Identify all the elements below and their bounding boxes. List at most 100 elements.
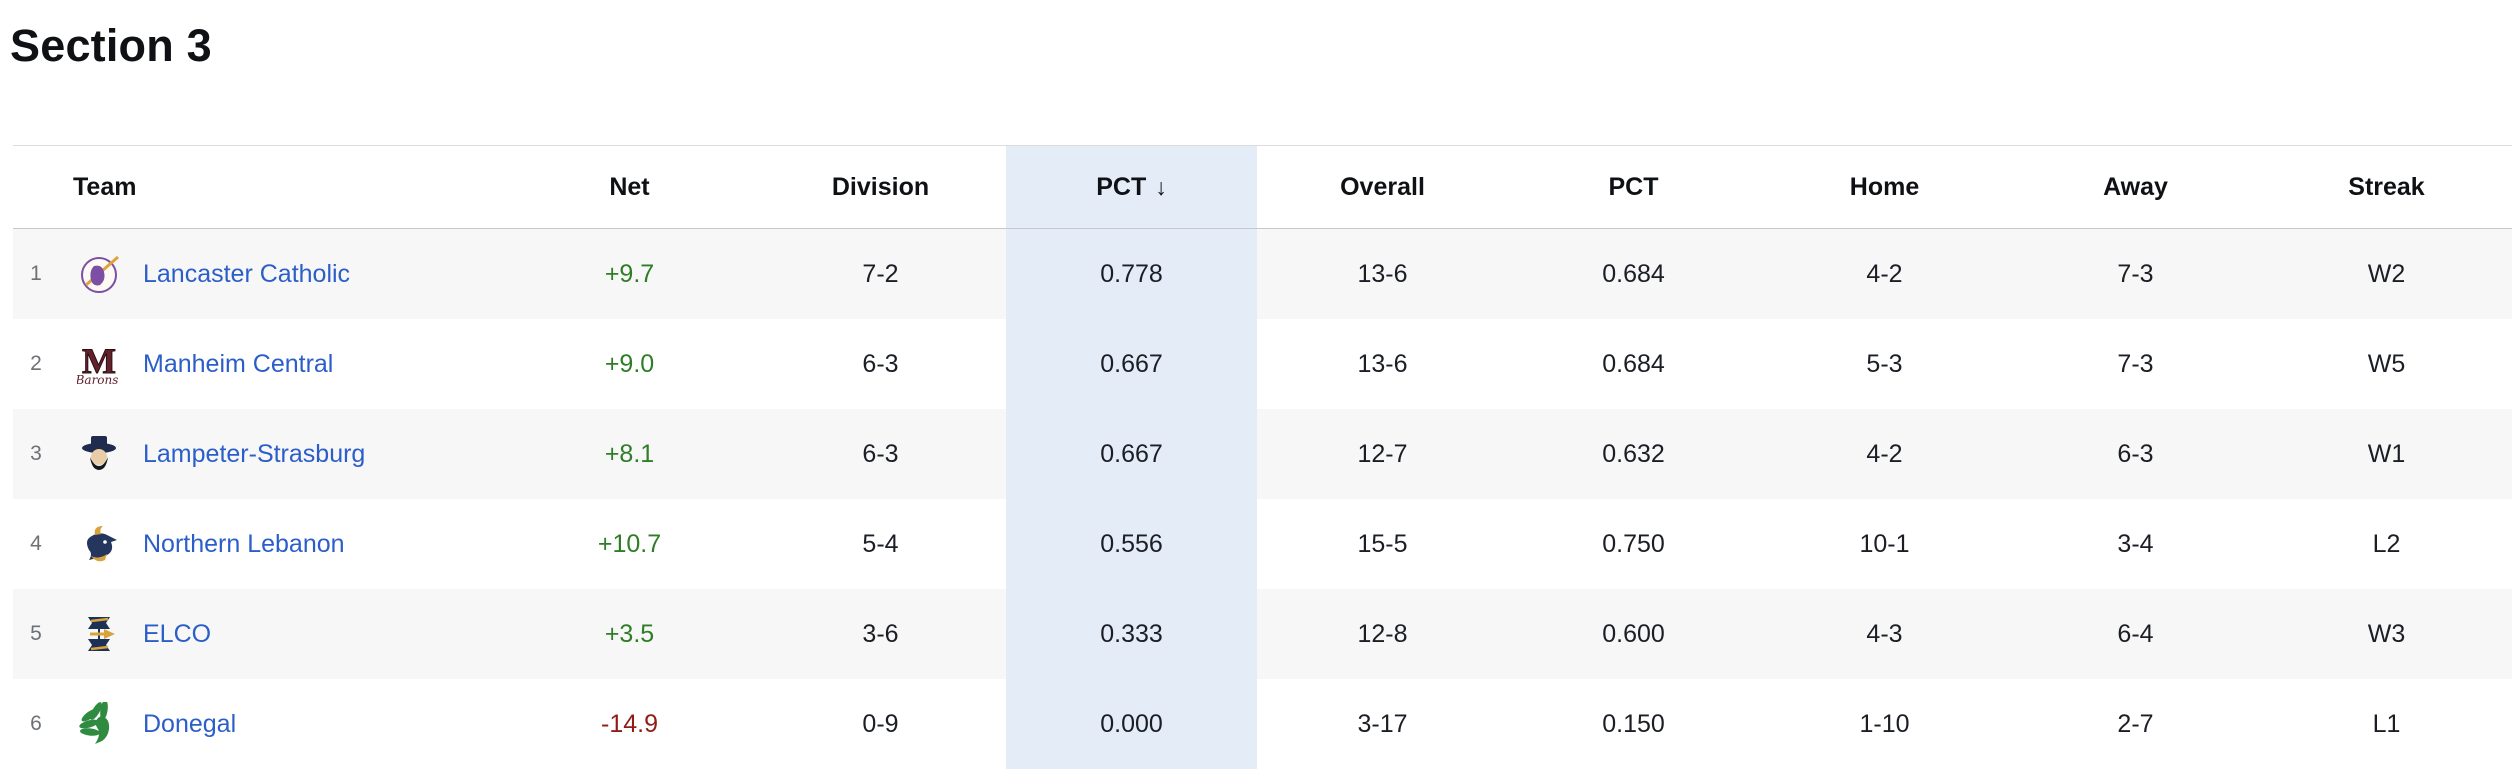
team-name: Lampeter-Strasburg [143,439,366,468]
team-link[interactable]: Donegal [77,702,236,746]
division-pct-cell: 0.667 [1006,319,1257,410]
team-cell: 3 Lampeter-Strasburg [13,409,504,499]
table-row: 2 M Barons Manheim Central +9.0 6-3 0.667… [13,319,2512,410]
overall-record-cell: 3-17 [1357,709,1408,738]
elco-logo [77,612,121,656]
net-cell: +9.0 [604,349,655,378]
page-title: Section 3 [10,20,212,71]
division-record-cell: 7-2 [862,259,899,288]
away-record-cell: 7-3 [2117,259,2154,288]
team-name: Northern Lebanon [143,529,345,558]
rank-number: 4 [30,532,42,556]
streak-cell: W2 [2367,259,2406,288]
table-row: 3 Lampeter-Strasburg +8.1 6-3 0.667 12-7… [13,409,2512,500]
col-header-team[interactable]: Team [73,172,137,201]
division-record-cell: 6-3 [862,349,899,378]
division-record-cell: 5-4 [862,529,899,558]
rank-number: 3 [30,442,42,466]
net-cell: +8.1 [604,439,655,468]
overall-pct-cell: 0.632 [1602,439,1665,468]
table-row: 6 Donegal -14.9 0-9 0.000 3-17 0.150 1-1… [13,679,2512,770]
rank-number: 5 [30,622,42,646]
overall-pct-cell: 0.684 [1602,259,1665,288]
home-record-cell: 4-3 [1866,619,1903,648]
home-record-cell: 4-2 [1866,259,1903,288]
table-row: 4 Northern Lebanon +10.7 5-4 0.556 15-5 … [13,499,2512,590]
net-cell: +3.5 [604,619,655,648]
col-header-overall-pct[interactable]: PCT [1608,172,1659,201]
svg-text:M: M [82,342,116,381]
overall-pct-cell: 0.684 [1602,349,1665,378]
lancaster-catholic-logo [77,252,121,296]
manheim-central-logo: M Barons [77,342,121,386]
home-record-cell: 10-1 [1859,529,1910,558]
streak-cell: W5 [2367,349,2406,378]
lampeter-strasburg-logo [77,432,121,476]
table-row: 5 ELCO +3.5 3-6 0.333 12-8 0.600 4-3 6-4… [13,589,2512,680]
division-record-cell: 0-9 [862,709,899,738]
division-pct-cell: 0.333 [1006,589,1257,680]
rank-number: 1 [30,262,42,286]
streak-cell: W1 [2367,439,2406,468]
home-record-cell: 5-3 [1866,349,1903,378]
overall-record-cell: 15-5 [1357,529,1408,558]
team-name: Donegal [143,709,237,738]
col-header-net[interactable]: Net [609,172,650,201]
streak-cell: L1 [2372,709,2401,738]
sort-descending-icon: ↓ [1155,173,1167,200]
away-record-cell: 6-4 [2117,619,2154,648]
team-link[interactable]: ELCO [77,612,211,656]
table-body: 1 Lancaster Catholic +9.7 7-2 0.778 13-6… [13,229,2512,770]
overall-pct-cell: 0.600 [1602,619,1665,648]
col-header-away[interactable]: Away [2103,172,2168,201]
streak-cell: W3 [2367,619,2406,648]
team-link[interactable]: Lampeter-Strasburg [77,432,365,476]
team-name: ELCO [143,619,212,648]
overall-record-cell: 13-6 [1357,349,1408,378]
overall-record-cell: 13-6 [1357,259,1408,288]
team-link[interactable]: M Barons Manheim Central [77,342,333,386]
division-pct-cell: 0.000 [1006,679,1257,770]
away-record-cell: 2-7 [2117,709,2154,738]
streak-cell: L2 [2372,529,2401,558]
col-header-division-pct[interactable]: PCT ↓ [1006,146,1257,229]
team-name: Manheim Central [143,349,334,378]
col-header-home[interactable]: Home [1849,172,1920,201]
team-cell: 2 M Barons Manheim Central [13,319,504,409]
standings-table: Team Net Division PCT ↓ Overall PCT Home … [13,145,2512,770]
division-pct-cell: 0.556 [1006,499,1257,590]
rank-number: 2 [30,352,42,376]
team-cell: 5 ELCO [13,589,504,679]
team-cell: 1 Lancaster Catholic [13,229,504,319]
division-pct-cell: 0.667 [1006,409,1257,500]
donegal-logo [77,702,121,746]
table-row: 1 Lancaster Catholic +9.7 7-2 0.778 13-6… [13,229,2512,320]
team-cell: 6 Donegal [13,679,504,769]
col-header-overall[interactable]: Overall [1340,172,1425,201]
home-record-cell: 4-2 [1866,439,1903,468]
team-link[interactable]: Northern Lebanon [77,522,345,566]
division-pct-cell: 0.778 [1006,229,1257,320]
col-header-division[interactable]: Division [831,172,930,201]
net-cell: +9.7 [604,259,655,288]
net-cell: +10.7 [597,529,662,558]
team-name: Lancaster Catholic [143,259,351,288]
away-record-cell: 6-3 [2117,439,2154,468]
col-header-streak[interactable]: Streak [2348,172,2425,201]
net-cell: -14.9 [601,709,658,738]
home-record-cell: 1-10 [1859,709,1910,738]
overall-record-cell: 12-8 [1357,619,1408,648]
northern-lebanon-logo [77,522,121,566]
rank-number: 6 [30,712,42,736]
away-record-cell: 7-3 [2117,349,2154,378]
overall-pct-cell: 0.750 [1602,529,1665,558]
division-record-cell: 3-6 [862,619,899,648]
overall-pct-cell: 0.150 [1602,709,1665,738]
away-record-cell: 3-4 [2117,529,2154,558]
table-header-row: Team Net Division PCT ↓ Overall PCT Home … [13,146,2512,230]
team-cell: 4 Northern Lebanon [13,499,504,589]
svg-text:Barons: Barons [77,373,118,386]
team-link[interactable]: Lancaster Catholic [77,252,350,296]
division-record-cell: 6-3 [862,439,899,468]
